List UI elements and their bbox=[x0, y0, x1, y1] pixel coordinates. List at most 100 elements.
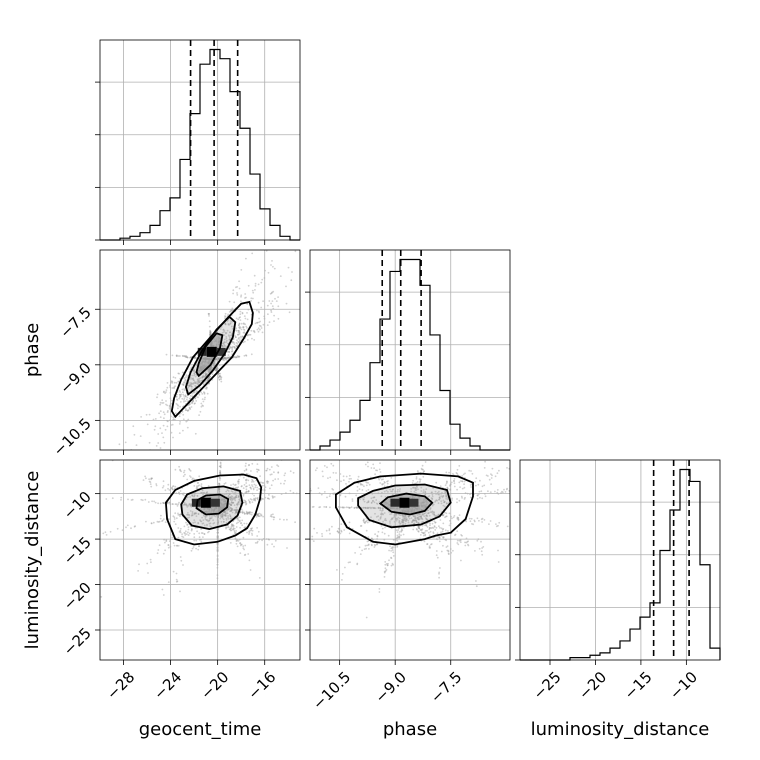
sample-point bbox=[234, 491, 237, 493]
sample-point bbox=[193, 513, 196, 516]
sample-point bbox=[229, 322, 232, 324]
sample-point bbox=[410, 517, 413, 519]
sample-point bbox=[177, 503, 180, 506]
sample-point bbox=[302, 258, 304, 260]
sample-point bbox=[415, 509, 417, 511]
sample-point bbox=[373, 467, 375, 470]
sample-point bbox=[399, 507, 402, 510]
sample-point bbox=[390, 556, 392, 559]
sample-point bbox=[206, 357, 209, 360]
sample-point bbox=[235, 522, 238, 525]
sample-point bbox=[332, 464, 335, 467]
sample-point bbox=[246, 312, 248, 314]
sample-point bbox=[245, 500, 247, 503]
sample-point bbox=[196, 380, 199, 383]
sample-point bbox=[279, 518, 281, 521]
sample-point bbox=[175, 402, 178, 405]
sample-point bbox=[162, 480, 165, 483]
sample-point bbox=[266, 543, 269, 546]
sample-point bbox=[237, 482, 240, 485]
sample-point bbox=[211, 358, 214, 360]
sample-point bbox=[187, 512, 189, 514]
sample-point bbox=[244, 544, 247, 547]
sample-point bbox=[181, 535, 184, 538]
sample-point bbox=[263, 505, 265, 507]
sample-point bbox=[167, 544, 170, 546]
sample-point bbox=[229, 515, 232, 518]
sample-point bbox=[414, 519, 417, 522]
sample-point bbox=[246, 485, 248, 488]
sample-point bbox=[245, 502, 247, 504]
sample-point bbox=[124, 441, 127, 444]
sample-point bbox=[184, 355, 186, 357]
sample-point bbox=[458, 539, 461, 542]
sample-point bbox=[210, 365, 213, 368]
sample-point bbox=[434, 490, 437, 493]
sample-point bbox=[383, 532, 386, 535]
sample-point bbox=[251, 534, 254, 536]
sample-point bbox=[212, 362, 215, 364]
sample-point bbox=[364, 520, 367, 523]
sample-point bbox=[401, 520, 404, 523]
sample-point bbox=[221, 504, 224, 507]
sample-point bbox=[459, 539, 462, 542]
sample-point bbox=[229, 507, 232, 510]
sample-point bbox=[219, 517, 222, 520]
sample-point bbox=[387, 491, 389, 493]
sample-point bbox=[396, 518, 399, 521]
sample-point bbox=[273, 496, 276, 498]
sample-point bbox=[409, 508, 412, 510]
sample-point bbox=[191, 478, 194, 481]
sample-point bbox=[232, 498, 235, 500]
sample-point bbox=[435, 432, 437, 434]
sample-point bbox=[272, 518, 275, 521]
sample-point bbox=[195, 547, 198, 550]
sample-point bbox=[211, 509, 213, 511]
sample-point bbox=[186, 517, 189, 519]
xtick-label-geocent_time: −24 bbox=[150, 668, 185, 703]
sample-point bbox=[187, 418, 190, 421]
sample-point bbox=[225, 490, 228, 493]
sample-point bbox=[243, 469, 246, 472]
sample-point bbox=[230, 529, 232, 532]
sample-point bbox=[417, 518, 420, 521]
sample-point bbox=[288, 426, 290, 428]
sample-point bbox=[185, 355, 188, 357]
sample-point bbox=[210, 367, 212, 370]
sample-point bbox=[402, 521, 405, 523]
sample-point bbox=[386, 480, 388, 483]
sample-point bbox=[229, 515, 232, 518]
sample-point bbox=[331, 488, 334, 490]
sample-point bbox=[294, 521, 296, 524]
sample-point bbox=[257, 530, 260, 533]
sample-point bbox=[396, 536, 399, 538]
sample-point bbox=[218, 508, 221, 511]
sample-point bbox=[405, 519, 408, 522]
sample-point bbox=[322, 475, 324, 478]
sample-point bbox=[218, 487, 221, 490]
sample-point bbox=[245, 325, 248, 328]
sample-point bbox=[404, 515, 407, 518]
sample-point bbox=[244, 465, 247, 467]
sample-point bbox=[205, 358, 208, 361]
sample-point bbox=[229, 517, 232, 520]
sample-point bbox=[402, 508, 405, 510]
sample-point bbox=[206, 386, 208, 389]
sample-point bbox=[223, 341, 226, 343]
sample-point bbox=[230, 496, 233, 499]
sample-point bbox=[371, 544, 373, 547]
sample-point bbox=[173, 387, 175, 390]
sample-point bbox=[230, 346, 233, 349]
sample-point bbox=[205, 468, 207, 470]
sample-point bbox=[396, 506, 399, 509]
sample-point bbox=[443, 501, 446, 504]
sample-point bbox=[172, 436, 174, 439]
sample-point bbox=[202, 382, 205, 385]
sample-point bbox=[328, 529, 331, 532]
sample-point bbox=[367, 500, 370, 502]
sample-point bbox=[219, 461, 222, 464]
sample-point bbox=[175, 517, 178, 520]
sample-point bbox=[253, 330, 256, 333]
sample-point bbox=[208, 370, 211, 372]
sample-point bbox=[268, 300, 271, 302]
